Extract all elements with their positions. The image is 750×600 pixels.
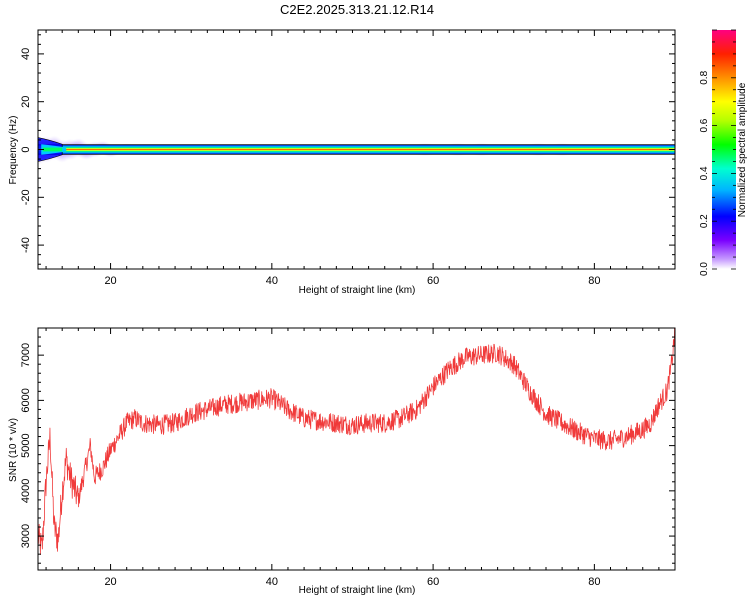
figure-title: C2E2.2025.313.21.12.R14 xyxy=(280,2,434,17)
spectrogram-y-tick-label: -20 xyxy=(20,189,32,205)
colorbar-ticks: 0.0 0.2 0.4 0.6 0.8 xyxy=(699,29,736,276)
snr-y-tick-label: 4000 xyxy=(20,479,32,503)
colorbar: 0.0 0.2 0.4 0.6 0.8 Normalized spectral ampl… xyxy=(699,29,748,276)
snr-panel: 20 40 60 80 3000 4000 5000 6000 7000 Height of s… xyxy=(8,327,676,596)
spectrogram-x-tick-label: 60 xyxy=(427,275,439,287)
spectrogram-y-tick-label: 20 xyxy=(20,96,32,108)
snr-ticks: 20 40 60 80 3000 4000 5000 6000 7000 xyxy=(20,327,676,588)
spectrogram-x-tick-label: 40 xyxy=(266,275,278,287)
snr-x-tick-label: 20 xyxy=(104,576,116,588)
colorbar-gradient xyxy=(712,30,736,269)
colorbar-tick-label: 0.4 xyxy=(699,166,710,180)
snr-xlabel: Height of straight line (km) xyxy=(299,585,416,596)
snr-series-line xyxy=(38,328,675,555)
snr-x-tick-label: 60 xyxy=(427,576,439,588)
snr-y-tick-label: 5000 xyxy=(20,433,32,457)
colorbar-tick-label: 0.6 xyxy=(699,118,710,132)
spectrogram-ticks: 20 40 60 80 -40 -20 0 20 40 xyxy=(20,30,676,287)
spectrogram-xlabel: Height of straight line (km) xyxy=(299,285,416,296)
snr-x-tick-label: 40 xyxy=(266,576,278,588)
spectrogram-y-tick-label: 0 xyxy=(20,146,32,152)
spectrogram-y-tick-label: 40 xyxy=(20,48,32,60)
snr-y-tick-label: 7000 xyxy=(20,343,32,367)
spectrogram-main-band xyxy=(38,144,675,155)
snr-ylabel: SNR (10 * v/v) xyxy=(8,418,19,482)
colorbar-tick-label: 0.0 xyxy=(699,262,710,276)
spectrogram-y-tick-label: -40 xyxy=(20,237,32,253)
spectrogram-plot-area xyxy=(38,135,675,166)
snr-frame xyxy=(37,327,676,571)
colorbar-label: Normalized spectral amplitude xyxy=(737,82,748,217)
spectrogram-x-tick-label: 80 xyxy=(588,275,600,287)
spectrogram-x-tick-label: 20 xyxy=(104,275,116,287)
snr-x-tick-label: 80 xyxy=(588,576,600,588)
colorbar-tick-label: 0.2 xyxy=(699,214,710,228)
colorbar-tick-label: 0.8 xyxy=(699,70,710,84)
snr-y-tick-label: 3000 xyxy=(20,524,32,548)
spectrogram-panel: 20 40 60 80 -40 -20 0 20 40 Height of straight l… xyxy=(8,29,676,296)
snr-y-tick-label: 6000 xyxy=(20,388,32,412)
spectrogram-ylabel: Frequency (Hz) xyxy=(8,116,19,185)
spectrogram-low-altitude-core-inner xyxy=(42,147,63,152)
